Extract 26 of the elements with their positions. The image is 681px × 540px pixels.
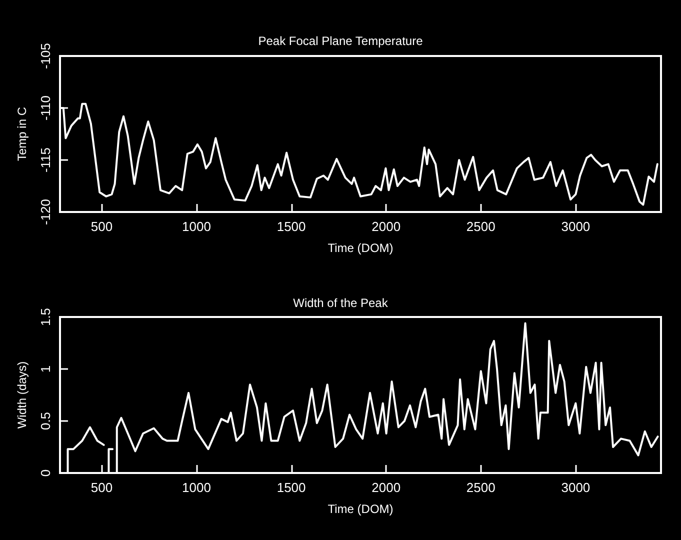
y-tick-label: -105 (38, 42, 53, 70)
y-axis-title: Width (days) (15, 361, 29, 429)
y-tick-label: -115 (38, 147, 53, 173)
x-tick-label: 2500 (466, 480, 496, 495)
x-tick-label: 500 (90, 480, 113, 495)
y-tick-label: -120 (38, 198, 53, 226)
y-tick-label: -110 (38, 95, 53, 121)
x-tick-label: 1000 (182, 480, 211, 495)
y-axis-title: Temp in C (15, 106, 29, 162)
y-tick-label: 1.5 (38, 308, 53, 326)
x-axis-title: Time (DOM) (328, 241, 394, 255)
y-tick-label: 1 (38, 365, 53, 373)
chart-title: Width of the Peak (293, 296, 389, 310)
y-tick-label: 0.5 (38, 412, 53, 430)
x-tick-label: 1500 (276, 219, 306, 234)
x-tick-label: 2500 (466, 219, 496, 234)
chart-title: Peak Focal Plane Temperature (258, 34, 424, 48)
x-tick-label: 500 (90, 219, 113, 234)
x-tick-label: 2000 (372, 480, 401, 495)
x-tick-label: 3000 (561, 219, 590, 234)
x-tick-label: 1500 (276, 480, 306, 495)
x-tick-label: 2000 (372, 219, 401, 234)
x-tick-label: 1000 (182, 219, 211, 234)
y-tick-label: 0 (38, 469, 53, 477)
x-tick-label: 3000 (561, 480, 590, 495)
x-axis-title: Time (DOM) (328, 502, 394, 516)
